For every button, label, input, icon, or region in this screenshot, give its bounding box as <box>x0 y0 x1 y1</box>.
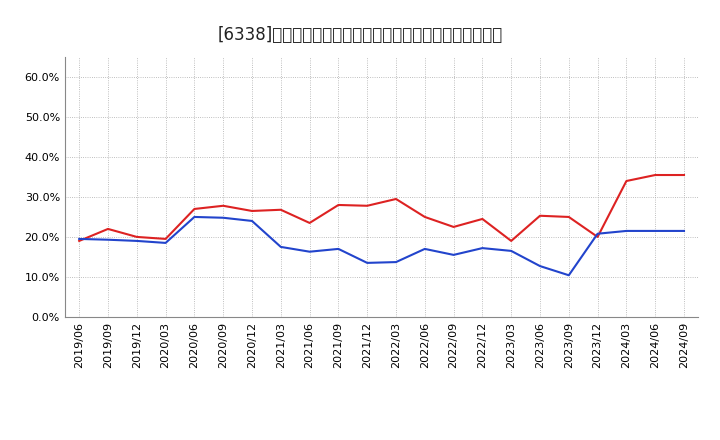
現預金 <box>420 214 429 220</box>
Text: [6338]　現預金、有利子負債の総資産に対する比率の推移: [6338] 現預金、有利子負債の総資産に対する比率の推移 <box>217 26 503 44</box>
現預金 <box>132 234 141 239</box>
有利子負債 <box>104 237 112 242</box>
現預金 <box>651 172 660 178</box>
現預金 <box>104 226 112 231</box>
有利子負債 <box>132 238 141 244</box>
有利子負債 <box>507 248 516 253</box>
現預金 <box>363 203 372 209</box>
現預金 <box>75 238 84 244</box>
有利子負債 <box>593 231 602 236</box>
有利子負債 <box>219 215 228 220</box>
現預金 <box>276 207 285 213</box>
有利子負債 <box>420 246 429 252</box>
現預金 <box>507 238 516 244</box>
Line: 現預金: 現預金 <box>79 175 684 241</box>
現預金 <box>334 202 343 208</box>
現預金 <box>680 172 688 178</box>
現預金 <box>449 224 458 230</box>
有利子負債 <box>248 218 256 224</box>
現預金 <box>305 220 314 226</box>
有利子負債 <box>75 236 84 242</box>
現預金 <box>161 236 170 242</box>
有利子負債 <box>478 246 487 251</box>
現預金 <box>392 196 400 202</box>
現預金 <box>219 203 228 209</box>
現預金 <box>190 206 199 212</box>
有利子負債 <box>161 240 170 246</box>
有利子負債 <box>536 264 544 269</box>
Line: 有利子負債: 有利子負債 <box>79 217 684 275</box>
現預金 <box>478 216 487 222</box>
有利子負債 <box>449 252 458 257</box>
現預金 <box>593 234 602 239</box>
有利子負債 <box>622 228 631 234</box>
現預金 <box>536 213 544 218</box>
現預金 <box>564 214 573 220</box>
有利子負債 <box>276 244 285 249</box>
有利子負債 <box>190 214 199 220</box>
有利子負債 <box>392 260 400 265</box>
有利子負債 <box>680 228 688 234</box>
有利子負債 <box>651 228 660 234</box>
現預金 <box>622 178 631 183</box>
有利子負債 <box>564 273 573 278</box>
有利子負債 <box>305 249 314 254</box>
現預金 <box>248 208 256 213</box>
有利子負債 <box>363 260 372 265</box>
有利子負債 <box>334 246 343 252</box>
